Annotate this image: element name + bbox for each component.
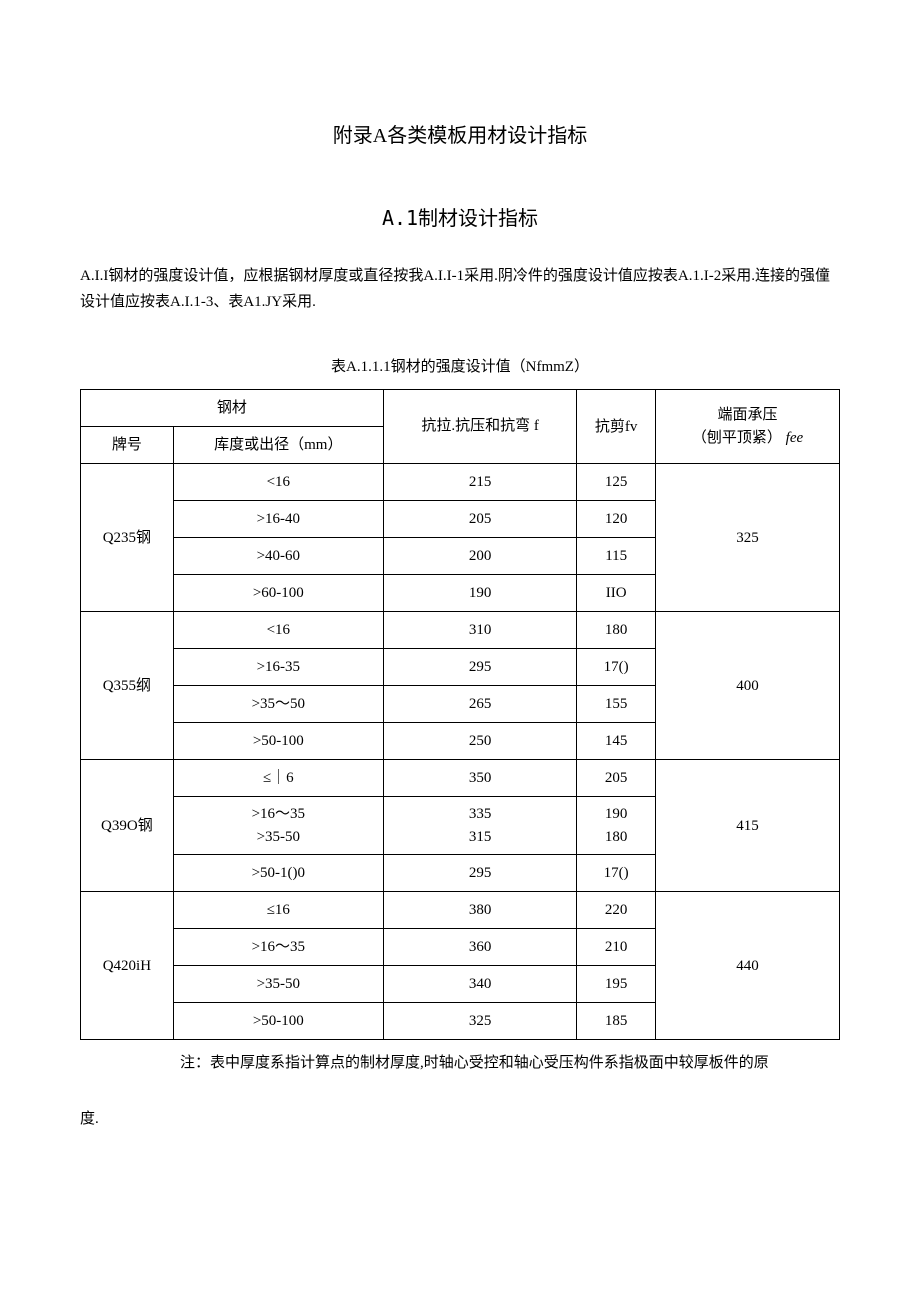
- cell-shear: 17(): [577, 855, 656, 892]
- cell-thickness: ≤16: [173, 892, 383, 929]
- table-caption: 表A.1.1.1钢材的强度设计值（NfmmZ）: [80, 355, 840, 379]
- cell-tensile: 295: [383, 855, 576, 892]
- section-title: A.1制材设计指标: [80, 202, 840, 234]
- steel-strength-table: 钢材 抗拉.抗压和抗弯 f 抗剪fv 端面承压 （刨平顶紧） fee 牌号 库度…: [80, 389, 840, 1040]
- header-grade: 牌号: [81, 427, 174, 464]
- cell-shear: 125: [577, 464, 656, 501]
- cell-thickness: >50-100: [173, 1003, 383, 1040]
- cell-tensile: 340: [383, 966, 576, 1003]
- cell-tensile: 200: [383, 538, 576, 575]
- cell-thickness: >35～50: [173, 686, 383, 723]
- cell-thickness: >16～35>35-50: [173, 797, 383, 855]
- cell-tensile: 205: [383, 501, 576, 538]
- table-row: Q235钢<16215125325: [81, 464, 840, 501]
- table-note: 注：表中厚度系指计算点的制材厚度,时轴心受控和轴心受压构件系指极面中较厚板件的原: [80, 1050, 840, 1077]
- cell-grade: Q355纲: [81, 612, 174, 760]
- header-bearing-line2: （刨平顶紧）: [692, 430, 786, 446]
- cell-shear: IIO: [577, 575, 656, 612]
- intro-paragraph: A.I.I钢材的强度设计值，应根据钢材厚度或直径按我A.I.I-1采用.阴冷件的…: [80, 264, 840, 315]
- cell-end-bearing: 400: [656, 612, 840, 760]
- cell-shear: 190180: [577, 797, 656, 855]
- cell-tensile: 310: [383, 612, 576, 649]
- cell-shear: 17(): [577, 649, 656, 686]
- cell-thickness: >35-50: [173, 966, 383, 1003]
- cell-shear: 115: [577, 538, 656, 575]
- table-row: Q420iH≤16380220440: [81, 892, 840, 929]
- cell-thickness: ≤｜6: [173, 760, 383, 797]
- header-tensile: 抗拉.抗压和抗弯 f: [383, 390, 576, 464]
- cell-tensile: 350: [383, 760, 576, 797]
- header-bearing-line1: 端面承压: [718, 407, 778, 423]
- header-tensile-text: 抗拉.抗压和抗弯 f: [421, 418, 539, 434]
- cell-end-bearing: 325: [656, 464, 840, 612]
- cell-shear: 155: [577, 686, 656, 723]
- cell-shear: 220: [577, 892, 656, 929]
- cell-shear: 195: [577, 966, 656, 1003]
- cell-tensile: 335315: [383, 797, 576, 855]
- cell-shear: 180: [577, 612, 656, 649]
- cell-tensile: 325: [383, 1003, 576, 1040]
- cell-thickness: <16: [173, 612, 383, 649]
- cell-thickness: >16-40: [173, 501, 383, 538]
- cell-grade: Q39O钢: [81, 760, 174, 892]
- cell-tensile: 360: [383, 929, 576, 966]
- header-bearing: 端面承压 （刨平顶紧） fee: [656, 390, 840, 464]
- cell-grade: Q235钢: [81, 464, 174, 612]
- cell-tensile: 265: [383, 686, 576, 723]
- cell-thickness: >16-35: [173, 649, 383, 686]
- header-thickness: 库度或出径（mm）: [173, 427, 383, 464]
- cell-shear: 205: [577, 760, 656, 797]
- cell-end-bearing: 415: [656, 760, 840, 892]
- header-shear: 抗剪fv: [577, 390, 656, 464]
- cell-tensile: 250: [383, 723, 576, 760]
- cell-shear: 145: [577, 723, 656, 760]
- cell-thickness: >50-1()0: [173, 855, 383, 892]
- header-bearing-fee: fee: [786, 430, 803, 446]
- cell-grade: Q420iH: [81, 892, 174, 1040]
- table-row: Q355纲<16310180400: [81, 612, 840, 649]
- cell-thickness: >50-100: [173, 723, 383, 760]
- main-title: 附录A各类模板用材设计指标: [80, 120, 840, 152]
- cell-tensile: 215: [383, 464, 576, 501]
- table-note-tail: 度.: [80, 1107, 840, 1131]
- cell-shear: 120: [577, 501, 656, 538]
- cell-end-bearing: 440: [656, 892, 840, 1040]
- cell-tensile: 380: [383, 892, 576, 929]
- cell-thickness: >60-100: [173, 575, 383, 612]
- cell-shear: 210: [577, 929, 656, 966]
- cell-tensile: 295: [383, 649, 576, 686]
- cell-thickness: >16～35: [173, 929, 383, 966]
- cell-shear: 185: [577, 1003, 656, 1040]
- cell-tensile: 190: [383, 575, 576, 612]
- cell-thickness: <16: [173, 464, 383, 501]
- table-row: Q39O钢≤｜6350205415: [81, 760, 840, 797]
- header-steel: 钢材: [81, 390, 384, 427]
- header-row-1: 钢材 抗拉.抗压和抗弯 f 抗剪fv 端面承压 （刨平顶紧） fee: [81, 390, 840, 427]
- cell-thickness: >40-60: [173, 538, 383, 575]
